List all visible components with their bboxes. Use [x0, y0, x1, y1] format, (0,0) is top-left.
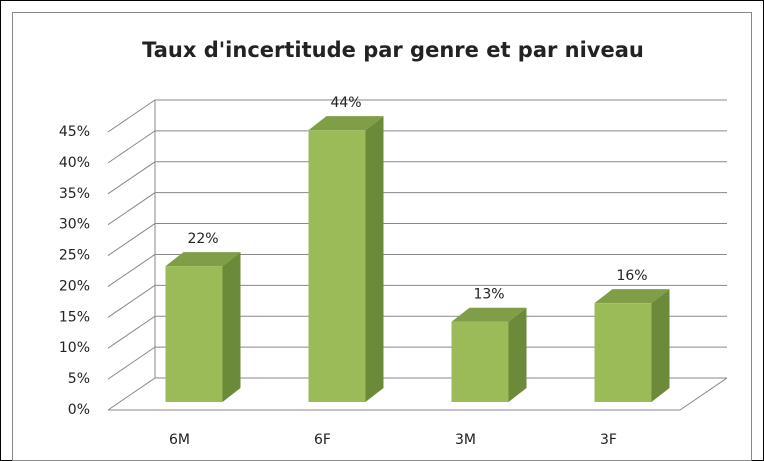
grid-line: [107, 315, 727, 349]
y-tick-label: 5%: [68, 371, 90, 387]
y-tick-label: 45%: [59, 124, 90, 140]
y-tick-label: 15%: [59, 309, 90, 325]
bar-top: [165, 252, 241, 267]
bar-top: [594, 289, 670, 304]
grid-line: [107, 192, 727, 226]
y-tick-label: 20%: [59, 278, 90, 294]
chart-title: Taux d'incertitude par genre et par nive…: [142, 38, 644, 62]
grid-line: [107, 223, 727, 256]
grid-line: [107, 284, 727, 318]
y-tick-label: 35%: [59, 186, 90, 202]
y-tick-label: 30%: [59, 217, 90, 233]
grid-line: [107, 130, 727, 164]
grid-line: [107, 99, 727, 133]
y-tick-label: 0%: [68, 402, 90, 418]
bar-side: [365, 116, 384, 402]
data-label: 22%: [187, 231, 218, 247]
floor: [108, 377, 728, 411]
data-label: 44%: [330, 95, 361, 111]
bar: [594, 303, 652, 402]
x-tick-label: 6M: [169, 432, 190, 448]
x-tick-label: 3M: [455, 432, 476, 448]
bar-side: [508, 307, 527, 402]
y-tick-label: 10%: [59, 340, 90, 356]
bar-side: [651, 289, 670, 402]
bar-side: [222, 252, 241, 402]
grid-line: [107, 253, 727, 287]
bar: [308, 130, 366, 402]
y-tick-label: 40%: [59, 155, 90, 171]
bar: [451, 321, 509, 402]
grid-line: [107, 161, 727, 195]
data-label: 13%: [473, 287, 504, 303]
x-tick-label: 3F: [600, 432, 617, 448]
bar-top: [451, 307, 527, 322]
x-tick-label: 6F: [314, 432, 331, 448]
grid-line: [107, 377, 727, 411]
data-label: 16%: [616, 268, 647, 284]
grid-line: [107, 346, 727, 380]
bar: [165, 266, 223, 402]
y-tick-label: 25%: [59, 248, 90, 264]
bar-top: [308, 116, 384, 131]
